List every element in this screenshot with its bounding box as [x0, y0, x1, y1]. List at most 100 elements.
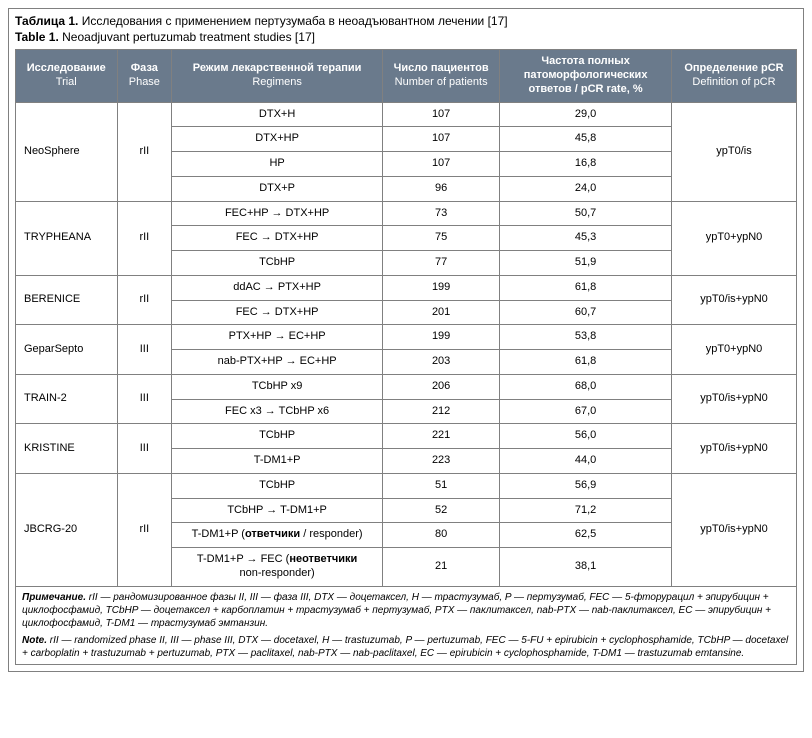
cell-trial: BERENICE: [16, 275, 118, 325]
table-row: JBCRG-20rIITCbHP5156,9ypT0/is+ypN0: [16, 473, 797, 498]
hdr-trial: Исследование Trial: [16, 50, 118, 102]
cell-regimen: TCbHP: [172, 473, 383, 498]
cell-n: 201: [383, 300, 500, 325]
cell-pcr: 24,0: [500, 176, 672, 201]
cell-n: 199: [383, 325, 500, 350]
note-ru-text: rII — рандомизированное фазы II, III — ф…: [22, 592, 771, 629]
cell-trial: JBCRG-20: [16, 473, 118, 586]
cell-def: ypT0+ypN0: [672, 325, 797, 375]
cell-pcr: 61,8: [500, 275, 672, 300]
cell-n: 51: [383, 473, 500, 498]
hdr-pcr: Частота полных патоморфоло­гических отве…: [500, 50, 672, 102]
cell-regimen: nab-PTX+HP → EC+HP: [172, 350, 383, 375]
cell-pcr: 45,3: [500, 226, 672, 251]
title-ru: Таблица 1. Исследования с применением пе…: [15, 13, 797, 29]
cell-def: ypT0/is+ypN0: [672, 473, 797, 586]
cell-pcr: 71,2: [500, 498, 672, 523]
title-ru-rest: Исследования с применением пертузумаба в…: [78, 14, 507, 28]
cell-def: ypT0/is+ypN0: [672, 424, 797, 474]
cell-pcr: 29,0: [500, 102, 672, 127]
cell-phase: rII: [117, 102, 172, 201]
cell-pcr: 50,7: [500, 201, 672, 226]
cell-pcr: 62,5: [500, 523, 672, 548]
cell-n: 199: [383, 275, 500, 300]
hdr-regimen: Режим лекарственной терапии Regimens: [172, 50, 383, 102]
cell-regimen: PTX+HP → EC+HP: [172, 325, 383, 350]
table-row: GeparSeptoIIIPTX+HP → EC+HP19953,8ypT0+y…: [16, 325, 797, 350]
table-row: NeoSphererIIDTX+H10729,0ypT0/is: [16, 102, 797, 127]
table-row: KRISTINEIIITCbHP22156,0ypT0/is+ypN0: [16, 424, 797, 449]
cell-phase: rII: [117, 473, 172, 586]
cell-regimen: T-DM1+P → FEC (неответчикиnon-responder): [172, 548, 383, 587]
note-en: Note. rII — randomized phase II, III — p…: [22, 634, 790, 660]
cell-regimen: FEC x3 → TCbHP x6: [172, 399, 383, 424]
hdr-def-ru: Определение pCR: [678, 62, 790, 76]
hdr-def-en: Definition of pCR: [678, 76, 790, 90]
table-container: Таблица 1. Исследования с применением пе…: [8, 8, 804, 672]
cell-n: 73: [383, 201, 500, 226]
cell-regimen: T-DM1+P: [172, 449, 383, 474]
cell-trial: NeoSphere: [16, 102, 118, 201]
title-block: Таблица 1. Исследования с применением пе…: [15, 13, 797, 45]
table-head: Исследование Trial Фаза Phase Режим лека…: [16, 50, 797, 102]
title-ru-bold: Таблица 1.: [15, 14, 78, 28]
hdr-phase-en: Phase: [124, 76, 166, 90]
hdr-trial-en: Trial: [22, 76, 111, 90]
table-row: TRAIN-2IIITCbHP x920668,0ypT0/is+ypN0: [16, 374, 797, 399]
cell-n: 80: [383, 523, 500, 548]
hdr-trial-ru: Исследование: [22, 62, 111, 76]
cell-phase: rII: [117, 201, 172, 275]
header-row: Исследование Trial Фаза Phase Режим лека…: [16, 50, 797, 102]
note-en-text: rII — randomized phase II, III — phase I…: [22, 635, 788, 659]
cell-phase: III: [117, 374, 172, 424]
cell-trial: KRISTINE: [16, 424, 118, 474]
cell-n: 75: [383, 226, 500, 251]
cell-def: ypT0/is: [672, 102, 797, 201]
cell-pcr: 56,0: [500, 424, 672, 449]
cell-trial: GeparSepto: [16, 325, 118, 375]
table-row: BERENICErIIddAC → PTX+HP19961,8ypT0/is+y…: [16, 275, 797, 300]
cell-pcr: 44,0: [500, 449, 672, 474]
hdr-phase-ru: Фаза: [124, 62, 166, 76]
cell-trial: TRAIN-2: [16, 374, 118, 424]
cell-phase: III: [117, 325, 172, 375]
cell-regimen: TCbHP: [172, 251, 383, 276]
cell-regimen: DTX+H: [172, 102, 383, 127]
cell-regimen: HP: [172, 152, 383, 177]
cell-n: 52: [383, 498, 500, 523]
cell-regimen: DTX+P: [172, 176, 383, 201]
hdr-phase: Фаза Phase: [117, 50, 172, 102]
title-en-bold: Table 1.: [15, 30, 59, 44]
cell-n: 212: [383, 399, 500, 424]
cell-n: 107: [383, 152, 500, 177]
cell-regimen: TCbHP → T-DM1+P: [172, 498, 383, 523]
cell-def: ypT0/is+ypN0: [672, 275, 797, 325]
cell-n: 223: [383, 449, 500, 474]
cell-n: 107: [383, 127, 500, 152]
hdr-def: Определение pCR Definition of pCR: [672, 50, 797, 102]
cell-regimen: ddAC → PTX+HP: [172, 275, 383, 300]
cell-pcr: 16,8: [500, 152, 672, 177]
cell-regimen: T-DM1+P (ответчики / responder): [172, 523, 383, 548]
hdr-regimen-ru: Режим лекарственной терапии: [178, 62, 376, 76]
table-row: TRYPHEANArIIFEC+HP → DTX+HP7350,7ypT0+yp…: [16, 201, 797, 226]
cell-def: ypT0+ypN0: [672, 201, 797, 275]
cell-pcr: 38,1: [500, 548, 672, 587]
cell-phase: III: [117, 424, 172, 474]
hdr-n-ru: Число пациентов: [389, 62, 493, 76]
cell-n: 77: [383, 251, 500, 276]
cell-pcr: 60,7: [500, 300, 672, 325]
cell-regimen: DTX+HP: [172, 127, 383, 152]
hdr-pcr-ru: Частота полных патоморфоло­гических отве…: [506, 55, 665, 96]
cell-pcr: 51,9: [500, 251, 672, 276]
notes-block: Примечание. rII — рандомизированное фазы…: [15, 587, 797, 665]
cell-pcr: 45,8: [500, 127, 672, 152]
note-en-bold: Note.: [22, 635, 47, 646]
cell-regimen: FEC → DTX+HP: [172, 226, 383, 251]
cell-phase: rII: [117, 275, 172, 325]
cell-pcr: 61,8: [500, 350, 672, 375]
note-ru: Примечание. rII — рандомизированное фазы…: [22, 591, 790, 630]
hdr-n-en: Number of patients: [389, 76, 493, 90]
cell-trial: TRYPHEANA: [16, 201, 118, 275]
cell-n: 203: [383, 350, 500, 375]
